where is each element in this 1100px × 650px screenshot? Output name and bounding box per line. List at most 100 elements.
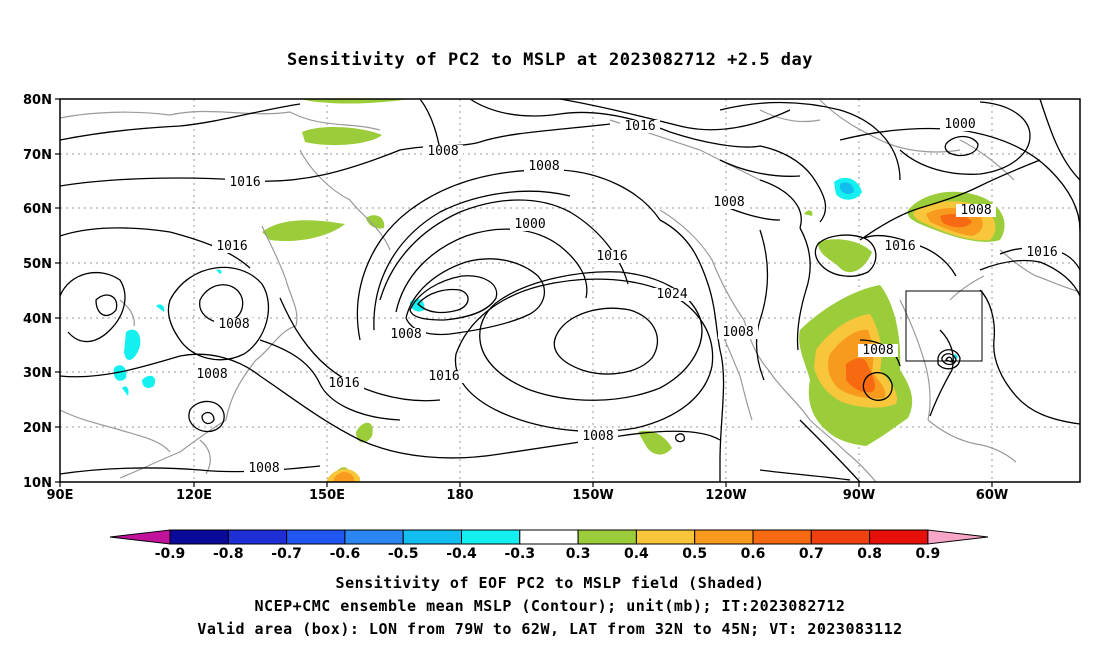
lon-label: 90W (843, 488, 875, 503)
colorbar-label: 0.3 (566, 546, 591, 562)
shade-positive-03 (804, 210, 813, 216)
colorbar (109, 529, 988, 545)
contour-label: 1016 (884, 239, 915, 254)
contour-label-bg (244, 462, 284, 475)
colorbar-label: -0.8 (213, 546, 244, 562)
lon-label: 150E (309, 488, 345, 503)
colorbar-label: 0.5 (682, 546, 707, 562)
colorbar-label: -0.5 (388, 546, 419, 562)
lon-label: 120W (705, 488, 746, 503)
colorbar-segment (577, 529, 637, 545)
contour-label: 1008 (722, 325, 753, 340)
lon-label: 60W (976, 488, 1008, 503)
colorbar-label: -0.7 (271, 546, 302, 562)
contour-label-bg (1022, 246, 1062, 259)
colorbar-label: 0.8 (857, 546, 882, 562)
shade-positive-06 (940, 214, 972, 228)
contour-label: 1016 (328, 376, 359, 391)
lat-label: 40N (23, 312, 52, 327)
contour-label: 1008 (528, 159, 559, 174)
shade-negative-04 (142, 375, 156, 388)
colorbar-low-triangle (109, 529, 171, 545)
shade-positive-03 (356, 422, 373, 443)
contour-label-bg (620, 120, 660, 133)
contour-label-bg (718, 326, 758, 339)
contour-label: 1016 (428, 369, 459, 384)
contour-label-bg (880, 240, 920, 253)
contour-label: 1016 (596, 249, 627, 264)
colorbar-segment (286, 529, 346, 545)
contour-label-bg (858, 344, 898, 357)
colorbar-segment (519, 529, 579, 545)
contour-label-bg (225, 176, 265, 189)
mslp-contours (59, 98, 1081, 483)
colorbar-high-triangle (927, 529, 988, 545)
colorbar-segment (810, 529, 871, 545)
lat-label: 10N (23, 476, 52, 491)
contour-label-bg (192, 368, 232, 381)
contour-label: 1008 (196, 367, 227, 382)
contour-label-bg (652, 288, 692, 301)
lon-label: 90E (47, 488, 74, 503)
contour-label-bg (423, 145, 463, 158)
lat-label: 50N (23, 257, 52, 272)
shade-positive-05 (334, 472, 354, 482)
contour-label: 1008 (390, 327, 421, 342)
shade-positive-03 (638, 430, 672, 455)
valid-area-box (905, 290, 983, 362)
lat-label: 30N (23, 366, 52, 381)
contour-label-bg (956, 204, 996, 217)
shade-negative-04 (113, 365, 127, 381)
colorbar-segment (344, 529, 404, 545)
colorbar-label: 0.7 (799, 546, 824, 562)
contour-label: 1016 (229, 175, 260, 190)
contour-label-bg (592, 250, 632, 263)
shade-positive-03 (302, 126, 382, 146)
contour-label: 1000 (514, 217, 545, 232)
caption-valid-area: Valid area (box): LON from 79W to 62W, L… (197, 620, 903, 638)
shade-negative-04 (410, 299, 425, 312)
contour-label: 1008 (218, 317, 249, 332)
shade-negative-04 (216, 269, 222, 274)
contour-labels: 1016 1008 1008 1016 1000 1008 1000 1008 1016 1016… (192, 117, 1062, 476)
shade-positive-06 (846, 358, 875, 393)
colorbar-label: -0.3 (504, 546, 535, 562)
contour-label: 1008 (248, 461, 279, 476)
lat-label: 70N (23, 148, 52, 163)
contour-label-bg (424, 370, 464, 383)
lat-label: 60N (23, 202, 52, 217)
colorbar-segment (169, 529, 229, 545)
lat-label: 20N (23, 421, 52, 436)
contour-label: 1016 (624, 119, 655, 134)
colorbar-segment (635, 529, 696, 545)
colorbar-segment (869, 529, 929, 545)
colorbar-label: -0.6 (330, 546, 361, 562)
shade-positive-03 (818, 239, 872, 273)
colorbar-segment (227, 529, 288, 545)
colorbar-segment (752, 529, 812, 545)
contour-label: 1024 (656, 287, 687, 302)
shade-negative-04 (124, 329, 141, 360)
contour-label-bg (940, 118, 980, 131)
contour-label: 1008 (582, 429, 613, 444)
colorbar-label: 0.4 (624, 546, 649, 562)
lon-label: 120E (176, 488, 212, 503)
colorbar-segment (694, 529, 754, 545)
contour-label-bg (578, 430, 618, 443)
plot-frame (59, 98, 1081, 483)
contour-label-bg (709, 196, 749, 209)
colorbar-segment (402, 529, 463, 545)
contour-label-bg (510, 218, 550, 231)
shade-positive-03 (262, 220, 345, 242)
colorbar-label: 0.6 (741, 546, 766, 562)
contour-label-bg (386, 328, 426, 341)
shade-positive-03 (366, 215, 385, 229)
contour-label-bg (214, 318, 254, 331)
shade-negative-04 (122, 386, 129, 396)
contour-label: 1008 (862, 343, 893, 358)
colorbar-label: 0.9 (915, 546, 940, 562)
contour-label-bg (212, 240, 252, 253)
shade-positive-03 (300, 99, 410, 104)
shade-negative-04 (156, 304, 165, 312)
